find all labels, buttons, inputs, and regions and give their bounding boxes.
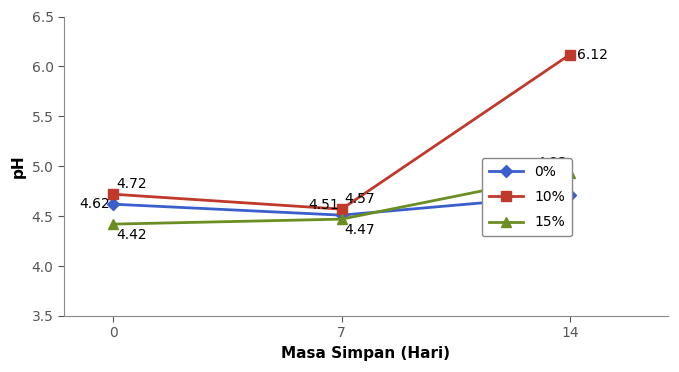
Line: 10%: 10% bbox=[108, 50, 575, 214]
Text: 4.71: 4.71 bbox=[536, 198, 567, 212]
Line: 0%: 0% bbox=[109, 191, 574, 219]
0% bbox=[566, 193, 574, 198]
15% bbox=[566, 171, 574, 176]
10% bbox=[109, 192, 117, 196]
15% bbox=[109, 222, 117, 226]
Text: 4.42: 4.42 bbox=[116, 228, 147, 242]
Y-axis label: pH: pH bbox=[11, 154, 26, 178]
Line: 15%: 15% bbox=[108, 169, 575, 229]
Text: 4.93: 4.93 bbox=[536, 157, 567, 170]
Text: 4.57: 4.57 bbox=[344, 192, 375, 206]
Text: 4.47: 4.47 bbox=[344, 223, 375, 237]
Text: 6.12: 6.12 bbox=[577, 48, 608, 61]
10% bbox=[566, 52, 574, 57]
0% bbox=[337, 213, 346, 217]
Legend: 0%, 10%, 15%: 0%, 10%, 15% bbox=[481, 158, 572, 236]
Text: 4.72: 4.72 bbox=[116, 177, 147, 192]
Text: 4.51: 4.51 bbox=[308, 198, 339, 212]
15% bbox=[337, 217, 346, 221]
10% bbox=[337, 207, 346, 211]
X-axis label: Masa Simpan (Hari): Masa Simpan (Hari) bbox=[282, 346, 450, 361]
0% bbox=[109, 202, 117, 206]
Text: 4.62: 4.62 bbox=[79, 197, 110, 211]
